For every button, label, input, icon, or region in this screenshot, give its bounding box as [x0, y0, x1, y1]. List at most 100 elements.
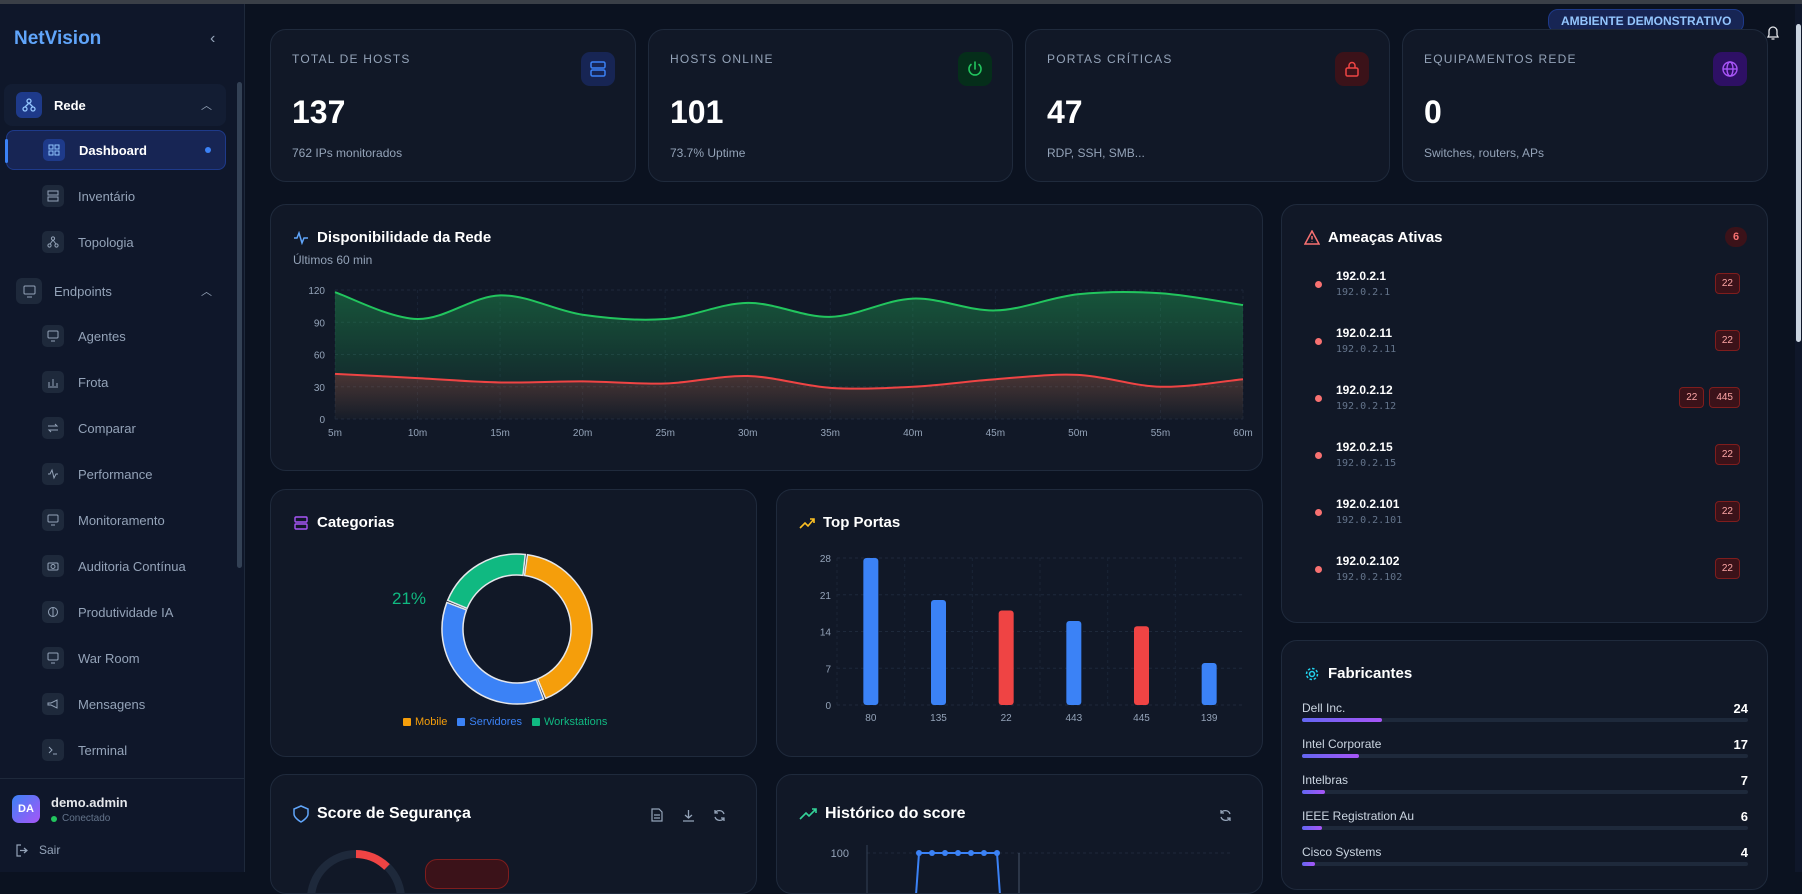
download-button[interactable] — [676, 803, 700, 827]
donut-slice[interactable] — [441, 601, 545, 705]
bar[interactable] — [1201, 663, 1217, 705]
page-scrollbar-thumb[interactable] — [1796, 24, 1801, 342]
nav-group-label: Rede — [54, 97, 86, 113]
nav-group-endpoints[interactable]: Endpoints ︿ — [4, 270, 226, 312]
donut-slice[interactable] — [446, 553, 527, 610]
refresh-button[interactable] — [1213, 803, 1237, 827]
sidebar-item-war-room[interactable]: War Room — [6, 638, 226, 678]
y-tick-label: 7 — [825, 664, 831, 675]
user-name: demo.admin — [51, 795, 128, 810]
card-title: Categorias — [293, 514, 395, 531]
legend-swatch — [457, 718, 466, 726]
threat-row[interactable]: 192.0.2.15 192.0.2.15 22 — [1302, 432, 1752, 480]
sidebar-item-topologia[interactable]: Topologia — [6, 222, 226, 262]
sidebar-item-frota[interactable]: Frota — [6, 362, 226, 402]
y-tick-label: 120 — [308, 286, 325, 297]
vendor-row: Intelbras 7 — [1302, 773, 1748, 803]
legend-swatch — [531, 718, 540, 726]
threat-row[interactable]: 192.0.2.101 192.0.2.101 22 — [1302, 489, 1752, 537]
logout-label: Sair — [39, 843, 61, 857]
security-score-title: Score de Segurança — [317, 805, 471, 822]
legend-item[interactable]: Mobile — [403, 716, 447, 728]
dashboard-icon — [43, 139, 65, 161]
series-line[interactable] — [334, 291, 1244, 321]
logout-button[interactable]: Sair — [16, 843, 60, 857]
bar[interactable] — [863, 558, 879, 705]
collapse-sidebar-icon[interactable]: ‹ — [210, 30, 216, 47]
threat-host: 192.0.2.12 — [1336, 401, 1397, 412]
sidebar-item-label: Monitoramento — [78, 512, 165, 528]
threat-row[interactable]: 192.0.2.102 192.0.2.102 22 — [1302, 546, 1752, 594]
monitor-icon — [42, 509, 64, 531]
refresh-button[interactable] — [707, 803, 731, 827]
notifications-button[interactable] — [1762, 20, 1784, 46]
sidebar-item-terminal[interactable]: Terminal — [6, 730, 226, 770]
sidebar-item-agentes[interactable]: Agentes — [6, 316, 226, 356]
sidebar-item-comparar[interactable]: Comparar — [6, 408, 226, 448]
megaphone-icon — [42, 693, 64, 715]
port-tag: 22 — [1714, 501, 1740, 522]
y-tick-label: 0 — [825, 701, 831, 712]
threat-host: 192.0.2.1 — [1336, 287, 1391, 298]
vendor-bar-track — [1302, 862, 1748, 866]
series-area — [335, 373, 1243, 419]
top-ports-bar-chart: 0 7 14 21 28 80 135 22 443 445 139 — [820, 554, 1243, 724]
y-tick-label: 0 — [319, 415, 325, 426]
stat-subtitle: 762 IPs monitorados — [292, 146, 403, 160]
vendor-bar-fill — [1302, 718, 1383, 722]
threat-ip: 192.0.2.11 — [1336, 326, 1393, 340]
threat-row[interactable]: 192.0.2.12 192.0.2.12 22 445 — [1302, 375, 1752, 423]
port-tags: 22 445 — [1679, 387, 1740, 408]
port-tag: 445 — [1709, 387, 1740, 408]
download-icon — [682, 809, 694, 822]
score-history-title: Histórico do score — [825, 805, 966, 822]
bar[interactable] — [1134, 626, 1149, 705]
sidebar-item-inventario[interactable]: Inventário — [6, 176, 226, 216]
compare-icon — [42, 417, 64, 439]
sidebar-item-monitoramento[interactable]: Monitoramento — [6, 500, 226, 540]
x-tick-label: 35m — [821, 428, 840, 439]
security-score-card: Score de Segurança — [270, 774, 757, 894]
threat-host: 192.0.2.11 — [1336, 344, 1397, 355]
sidebar-item-auditoria[interactable]: Auditoria Contínua — [6, 546, 226, 586]
stat-subtitle: RDP, SSH, SMB... — [1047, 146, 1145, 160]
x-tick-label: 15m — [490, 428, 509, 439]
sidebar-item-produtividade[interactable]: Produtividade IA — [6, 592, 226, 632]
categories-donut-chart — [441, 553, 593, 705]
inventory-icon — [42, 185, 64, 207]
sidebar-item-performance[interactable]: Performance — [6, 454, 226, 494]
threat-host: 192.0.2.101 — [1336, 515, 1403, 526]
legend-label: Workstations — [543, 716, 608, 728]
x-tick-label: 60m — [1233, 428, 1252, 439]
vendor-row: Cisco Systems 4 — [1302, 845, 1748, 875]
card-title: Fabricantes — [1304, 665, 1412, 682]
legend-item[interactable]: Servidores — [457, 716, 522, 728]
availability-chart: 0 30 60 90 120 5m 10m 15m 20m 25m 30m 35m 40m 45m 50m 5… — [308, 286, 1252, 439]
bar[interactable] — [998, 610, 1014, 706]
nav-group-rede[interactable]: Rede ︿ — [4, 84, 226, 126]
x-tick-label: 10m — [408, 428, 427, 439]
x-tick-label: 40m — [903, 428, 922, 439]
stat-value: 137 — [292, 94, 346, 130]
bar[interactable] — [1066, 621, 1082, 705]
chevron-up-icon: ︿ — [201, 286, 212, 298]
page-scrollbar[interactable] — [1795, 4, 1802, 872]
bar[interactable] — [931, 600, 946, 705]
app-logo[interactable]: NetVision — [14, 28, 102, 49]
legend-item[interactable]: Workstations — [531, 716, 608, 728]
port-tag: 22 — [1714, 330, 1740, 351]
threat-row[interactable]: 192.0.2.1 192.0.2.1 22 — [1302, 261, 1752, 309]
donut-slice[interactable] — [523, 553, 593, 700]
stat-card-total-hosts: TOTAL DE HOSTS 137 762 IPs monitorados — [270, 29, 636, 182]
x-tick-label: 55m — [1151, 428, 1170, 439]
series-line[interactable] — [334, 372, 1244, 390]
threat-row[interactable]: 192.0.2.11 192.0.2.11 22 — [1302, 318, 1752, 366]
severity-dot — [1315, 566, 1322, 573]
report-button[interactable] — [645, 803, 669, 827]
vendor-bar-fill — [1302, 862, 1316, 866]
sidebar-scrollbar[interactable] — [237, 82, 242, 568]
sidebar-item-dashboard[interactable]: Dashboard — [5, 130, 226, 170]
sidebar-item-mensagens[interactable]: Mensagens — [6, 684, 226, 724]
avatar[interactable]: DA — [12, 795, 40, 823]
sidebar-item-label: Agentes — [78, 328, 126, 344]
